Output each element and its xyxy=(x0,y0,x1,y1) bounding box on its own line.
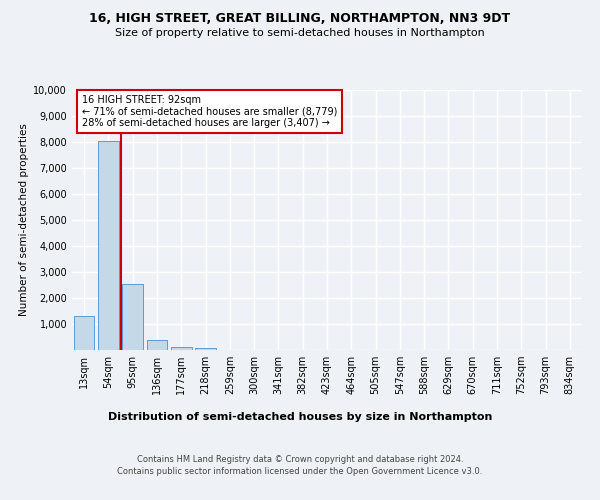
Text: 16 HIGH STREET: 92sqm
← 71% of semi-detached houses are smaller (8,779)
28% of s: 16 HIGH STREET: 92sqm ← 71% of semi-deta… xyxy=(82,95,338,128)
Text: Distribution of semi-detached houses by size in Northampton: Distribution of semi-detached houses by … xyxy=(108,412,492,422)
Y-axis label: Number of semi-detached properties: Number of semi-detached properties xyxy=(19,124,29,316)
Text: Contains HM Land Registry data © Crown copyright and database right 2024.: Contains HM Land Registry data © Crown c… xyxy=(137,455,463,464)
Bar xyxy=(122,284,143,350)
Bar xyxy=(195,348,216,350)
Bar xyxy=(98,140,119,350)
Bar xyxy=(171,346,191,350)
Bar xyxy=(74,316,94,350)
Text: 16, HIGH STREET, GREAT BILLING, NORTHAMPTON, NN3 9DT: 16, HIGH STREET, GREAT BILLING, NORTHAMP… xyxy=(89,12,511,26)
Text: Size of property relative to semi-detached houses in Northampton: Size of property relative to semi-detach… xyxy=(115,28,485,38)
Bar xyxy=(146,340,167,350)
Text: Contains public sector information licensed under the Open Government Licence v3: Contains public sector information licen… xyxy=(118,468,482,476)
